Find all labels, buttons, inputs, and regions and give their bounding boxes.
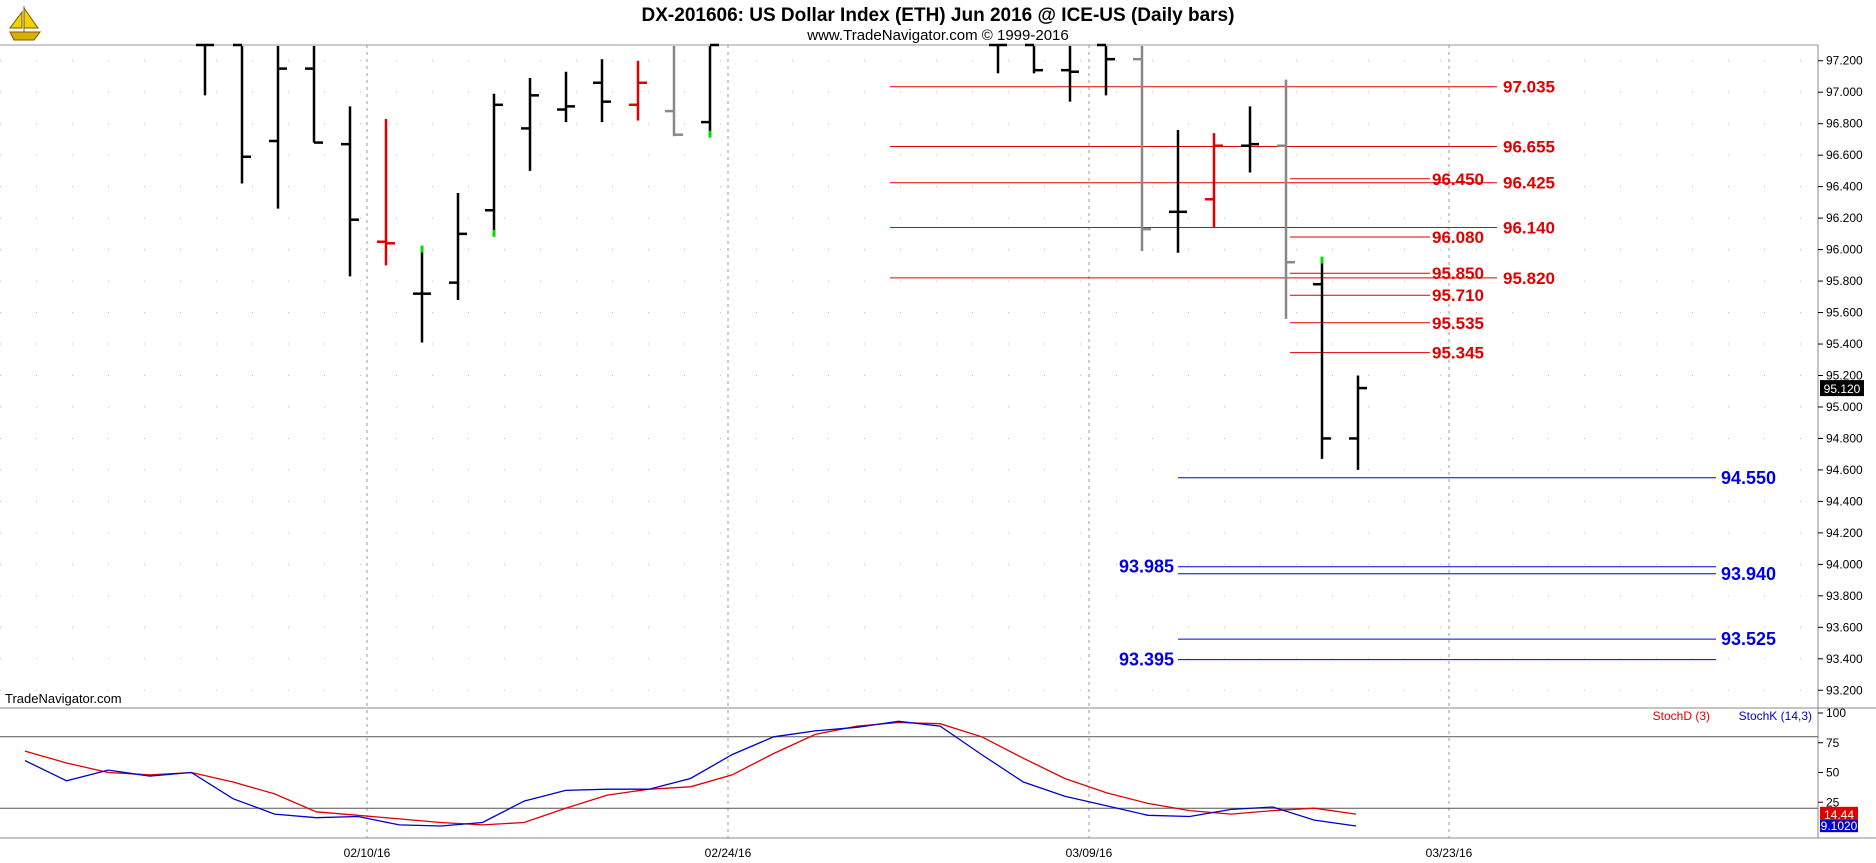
- date-x-axis: 02/10/16 02/24/16 03/09/16 03/23/16: [344, 846, 1473, 860]
- price-tick-label: 93.400: [1826, 652, 1863, 666]
- ohlc-bar: [449, 192, 467, 300]
- ohlc-bar: [1061, 46, 1079, 102]
- ohlc-bar: [1025, 43, 1043, 74]
- price-y-axis: 97.200 97.000 96.800 96.600 96.400 96.200 96.0…: [1818, 54, 1864, 697]
- resistance-label: 97.035: [1503, 78, 1555, 97]
- price-tick-label: 94.400: [1826, 494, 1863, 508]
- ohlc-bar: [1349, 375, 1367, 470]
- ohlc-bar: [269, 46, 287, 209]
- support-label: 93.940: [1721, 564, 1776, 584]
- price-bars: [196, 43, 1367, 470]
- last-price-badge: [1820, 380, 1864, 397]
- stoch-k-line: [24, 720, 1357, 827]
- resistance-label: 96.655: [1503, 138, 1555, 157]
- legend-stoch-k: StochK (14,3): [1739, 709, 1812, 723]
- price-tick-label: 97.200: [1826, 54, 1863, 68]
- stoch-tick-label: 100: [1826, 706, 1846, 720]
- stoch-d-value: 14.44: [1824, 808, 1854, 822]
- date-separators: [366, 45, 1450, 838]
- price-tick-label: 94.000: [1826, 557, 1863, 571]
- price-tick-label: 94.600: [1826, 463, 1863, 477]
- price-tick-label: 93.200: [1826, 683, 1863, 697]
- resistance-label: 95.535: [1432, 314, 1484, 333]
- resistance-label: 96.080: [1432, 228, 1484, 247]
- price-tick-label: 96.800: [1826, 117, 1863, 131]
- price-tick-label: 95.000: [1826, 400, 1863, 414]
- ohlc-bar: [1133, 46, 1151, 252]
- price-tick-label: 94.200: [1826, 526, 1863, 540]
- watermark: TradeNavigator.com: [5, 691, 122, 706]
- price-tick-label: 95.200: [1826, 369, 1863, 383]
- trade-navigator-ship-icon: [9, 6, 41, 41]
- price-tick-label: 94.800: [1826, 431, 1863, 445]
- resistance-label: 95.820: [1503, 269, 1555, 288]
- date-tick-label: 02/10/16: [344, 846, 391, 860]
- ohlc-bar: [305, 46, 323, 144]
- resistance-label: 95.850: [1432, 264, 1484, 283]
- chart-subtitle: www.TradeNavigator.com © 1999-2016: [806, 27, 1068, 44]
- stoch-k-value: 9.1020: [1821, 819, 1858, 833]
- date-tick-label: 02/24/16: [705, 846, 752, 860]
- ohlc-bar: [377, 118, 395, 266]
- price-tick-label: 95.400: [1826, 337, 1863, 351]
- support-label: 93.985: [1119, 557, 1174, 577]
- resistance-label: 96.450: [1432, 170, 1484, 189]
- stoch-d-badge: [1820, 806, 1858, 822]
- ohlc-bar: [1313, 260, 1331, 459]
- stoch-d-line: [24, 721, 1357, 826]
- price-tick-label: 96.000: [1826, 243, 1863, 257]
- ohlc-bar: [521, 78, 539, 171]
- ohlc-bar: [701, 43, 719, 135]
- ohlc-bar: [1205, 133, 1223, 228]
- ohlc-bar: [1277, 79, 1295, 319]
- chart-title: DX-201606: US Dollar Index (ETH) Jun 201…: [642, 5, 1235, 26]
- support-label: 93.525: [1721, 629, 1776, 649]
- resistance-label: 95.710: [1432, 286, 1484, 305]
- ohlc-bar: [413, 249, 431, 343]
- last-price-label: 95.120: [1824, 382, 1861, 396]
- support-label: 94.550: [1721, 468, 1776, 488]
- price-tick-label: 93.800: [1826, 589, 1863, 603]
- price-tick-label: 95.600: [1826, 306, 1863, 320]
- resistance-label: 96.140: [1503, 219, 1555, 238]
- ohlc-bar: [1169, 129, 1187, 253]
- ohlc-bar: [557, 71, 575, 123]
- ohlc-bar: [341, 106, 359, 277]
- price-tick-label: 95.800: [1826, 274, 1863, 288]
- ohlc-bar: [196, 43, 214, 96]
- ohlc-bar: [593, 59, 611, 123]
- header-band: [0, 0, 1876, 45]
- ohlc-bar: [989, 43, 1007, 74]
- ohlc-bar: [233, 43, 251, 184]
- date-tick-label: 03/23/16: [1426, 846, 1473, 860]
- ohlc-bar: [665, 46, 683, 137]
- support-label: 93.395: [1119, 650, 1174, 670]
- stoch-tick-label: 25: [1826, 795, 1840, 809]
- price-tick-label: 97.000: [1826, 85, 1863, 99]
- price-tick-label: 93.600: [1826, 620, 1863, 634]
- price-levels: 97.035 96.655 96.425 96.450 96.140 96.080 95.8…: [890, 78, 1776, 670]
- stoch-tick-label: 75: [1826, 736, 1840, 750]
- date-tick-label: 03/09/16: [1066, 846, 1113, 860]
- legend-stoch-d: StochD (3): [1653, 709, 1710, 723]
- stoch-tick-label: 50: [1826, 766, 1840, 780]
- ohlc-bar: [485, 93, 503, 234]
- ohlc-bar: [1241, 106, 1259, 173]
- price-tick-label: 96.400: [1826, 180, 1863, 194]
- price-tick-label: 96.200: [1826, 211, 1863, 225]
- resistance-label: 96.425: [1503, 174, 1555, 193]
- price-tick-label: 96.600: [1826, 148, 1863, 162]
- resistance-label: 95.345: [1432, 344, 1484, 363]
- ohlc-bar: [629, 60, 647, 121]
- ohlc-bar: [1097, 43, 1115, 96]
- stoch-k-badge: [1820, 820, 1858, 833]
